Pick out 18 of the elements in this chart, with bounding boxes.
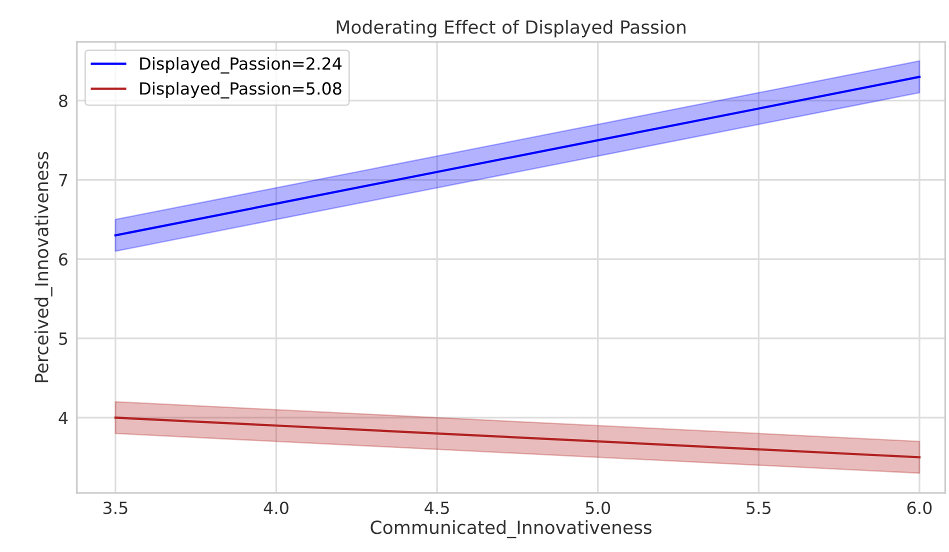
x-tick-label: 5.5 — [746, 502, 770, 514]
y-axis-title: Perceived_Innovativeness — [34, 152, 52, 382]
legend-label: Displayed_Passion=2.24 — [140, 56, 342, 74]
y-tick-label: 7 — [59, 174, 68, 186]
y-tick-label: 8 — [59, 94, 68, 108]
y-tick-label: 5 — [59, 332, 68, 345]
line-series — [114, 416, 921, 458]
legend-label: Displayed_Passion=5.08 — [140, 82, 342, 98]
x-tick-label: 5.0 — [586, 502, 610, 514]
x-tick-label: 4.5 — [424, 502, 449, 514]
x-tick-label: 6.0 — [907, 502, 932, 514]
x-tick-label: 3.5 — [103, 502, 128, 514]
x-tick-label: 4.0 — [264, 502, 288, 514]
y-tick-label: 6 — [59, 253, 68, 266]
y-tick-label: 4 — [58, 412, 68, 424]
chart-title: Moderating Effect of Displayed Passion — [336, 20, 686, 38]
line-series — [114, 76, 921, 236]
x-axis-title: Communicated_Innovativeness — [370, 520, 652, 538]
